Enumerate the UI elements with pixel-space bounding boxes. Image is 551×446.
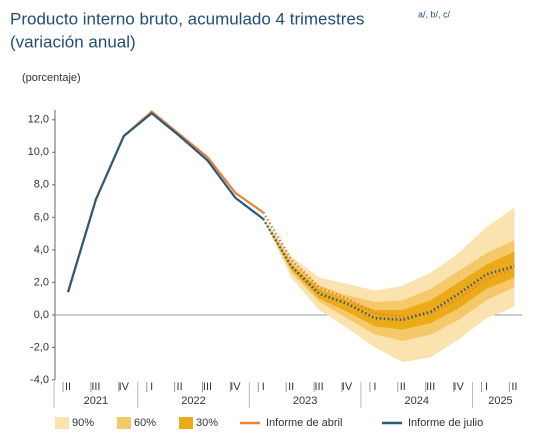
y-tick-label: 10,0 (28, 146, 49, 158)
chart-subtitle: (variación anual) (10, 32, 136, 51)
x-tick-label: IV (230, 381, 241, 393)
x-tick-label: I (150, 381, 153, 393)
y-tick-label: -2,0 (30, 341, 49, 353)
x-tick-label: III (426, 381, 435, 393)
legend-label: Informe de abril (266, 417, 342, 429)
legend-swatch (117, 417, 131, 429)
title-notes: a/, b/, c/ (418, 9, 451, 19)
legend-label: 60% (134, 417, 156, 429)
y-tick-label: 6,0 (34, 211, 49, 223)
y-axis-label: (porcentaje) (22, 72, 81, 84)
line-actual (66, 110, 264, 293)
x-tick-label: III (203, 381, 212, 393)
year-label: 2024 (405, 395, 429, 407)
x-tick-label: IV (453, 381, 464, 393)
legend-swatch (55, 417, 69, 429)
x-tick-label: I (373, 381, 376, 393)
x-tick-label: II (511, 381, 517, 393)
y-tick-label: 4,0 (34, 244, 49, 256)
year-label: 2022 (181, 395, 205, 407)
year-label: 2025 (488, 395, 512, 407)
line-projection (262, 211, 515, 318)
y-tick-label: -4,0 (30, 374, 49, 386)
line-actual (66, 111, 264, 293)
y-tick-label: 2,0 (34, 276, 49, 288)
legend-label: 90% (72, 417, 94, 429)
fan-band (263, 218, 515, 330)
legend-label: Informe de julio (408, 417, 483, 429)
x-tick-label: IV (119, 381, 130, 393)
x-tick-label: II (177, 381, 183, 393)
year-label: 2023 (293, 395, 317, 407)
legend-label: 30% (196, 417, 218, 429)
x-tick-label: IV (342, 381, 353, 393)
x-tick-label: III (315, 381, 324, 393)
x-tick-label: I (485, 381, 488, 393)
y-tick-label: 8,0 (34, 179, 49, 191)
y-tick-label: 12,0 (28, 114, 49, 126)
x-tick-label: II (65, 381, 71, 393)
year-label: 2021 (84, 395, 108, 407)
line-projection (262, 218, 515, 322)
y-tick-label: 0,0 (34, 309, 49, 321)
legend-swatch (179, 417, 193, 429)
x-tick-label: II (400, 381, 406, 393)
x-tick-label: II (288, 381, 294, 393)
x-tick-label: I (262, 381, 265, 393)
x-tick-label: III (91, 381, 100, 393)
chart-title: Producto interno bruto, acumulado 4 trim… (10, 9, 364, 28)
